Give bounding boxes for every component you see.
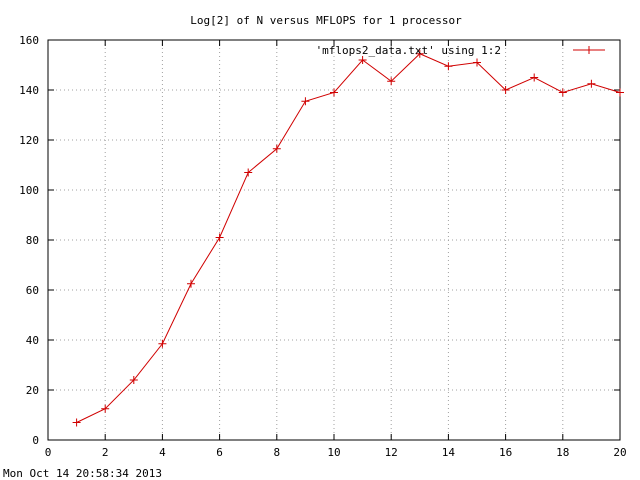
data-point [530,73,539,82]
data-point [473,58,481,67]
chart-title: Log[2] of N versus MFLOPS for 1 processo… [190,14,462,27]
data-point [272,144,281,153]
data-point [558,88,567,97]
legend-marker [585,46,593,54]
data-point [501,86,510,94]
y-tick-label: 0 [32,434,39,447]
data-point [358,56,367,64]
data-point [387,77,396,86]
data-point [330,88,338,97]
x-tick-label: 10 [327,446,340,459]
data-point [415,49,424,58]
y-tick-label: 140 [19,84,39,97]
timestamp: Mon Oct 14 20:58:34 2013 [3,467,162,480]
y-tick-label: 160 [19,34,39,47]
y-tick-label: 80 [26,234,39,247]
data-point [101,404,110,413]
y-tick-label: 120 [19,134,39,147]
data-point [158,339,167,348]
x-tick-label: 0 [45,446,52,459]
series-group [72,49,624,427]
data-point [587,79,596,88]
y-tick-label: 100 [19,184,39,197]
x-tick-label: 8 [273,446,280,459]
data-point [244,168,253,177]
x-tick-label: 16 [499,446,512,459]
x-tick-label: 12 [385,446,398,459]
y-tick-label: 40 [26,334,39,347]
x-tick-label: 2 [102,446,109,459]
data-point [187,279,195,288]
data-point [444,62,453,71]
data-point [616,88,624,97]
y-tick-label: 20 [26,384,39,397]
x-tick-label: 4 [159,446,166,459]
series-line [76,53,621,423]
y-tick-label: 60 [26,284,39,297]
x-tick-label: 18 [556,446,569,459]
data-point [72,418,81,427]
data-point [129,376,138,384]
data-point [215,233,224,242]
legend-label: 'mflops2_data.txt' using 1:2 [316,44,501,57]
data-point [301,97,310,106]
axis-ticks: 0 2 4 6 8 10 12 14 16 18 20 0 20 40 60 80 100 120 140 160 [19,34,627,459]
legend: 'mflops2_data.txt' using 1:2 [316,44,605,57]
x-tick-label: 20 [613,446,626,459]
x-tick-label: 6 [216,446,223,459]
x-tick-label: 14 [442,446,456,459]
